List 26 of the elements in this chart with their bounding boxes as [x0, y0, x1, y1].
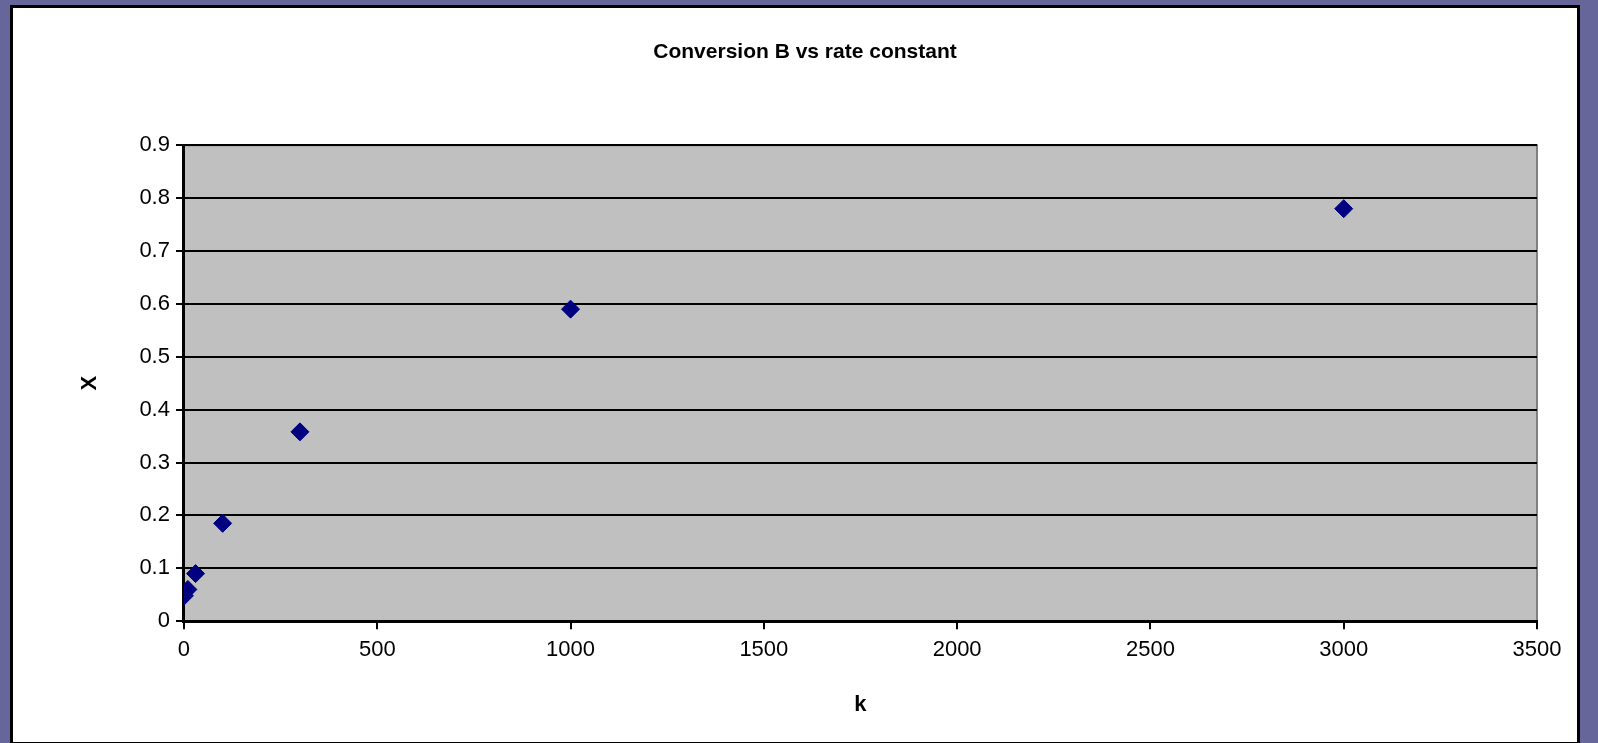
- point: [186, 564, 206, 584]
- y-tick-label: 0.8: [139, 184, 170, 210]
- x-tick-label: 1000: [546, 636, 596, 662]
- x-tick-label: 500: [358, 636, 396, 662]
- y-tick-label: 0.7: [139, 237, 170, 263]
- point: [290, 422, 310, 442]
- x-tick-label: 2000: [932, 636, 982, 662]
- x-tick-label: 3500: [1512, 636, 1562, 662]
- x-tick-label: 3000: [1319, 636, 1369, 662]
- y-tick-label: 0.2: [139, 501, 170, 527]
- point: [213, 513, 233, 533]
- y-tick-label: 0.4: [139, 395, 170, 421]
- point: [561, 299, 581, 319]
- x-tick-label: 2500: [1125, 636, 1175, 662]
- x-axis-title: k: [854, 690, 868, 716]
- x-tick-label: 1500: [739, 636, 789, 662]
- y-tick-label: 0.9: [139, 131, 170, 157]
- y-tick-label: 0.3: [139, 448, 170, 474]
- y-tick-label: 0: [157, 607, 170, 633]
- chart-title: Conversion B vs rate constant: [653, 39, 957, 63]
- y-tick-label: 0.1: [139, 554, 170, 580]
- y-axis-title: X: [76, 375, 102, 391]
- y-tick-label: 0.5: [139, 342, 170, 368]
- point: [1334, 199, 1354, 219]
- x-tick-label: 0: [177, 636, 191, 662]
- y-tick-label: 0.6: [139, 289, 170, 315]
